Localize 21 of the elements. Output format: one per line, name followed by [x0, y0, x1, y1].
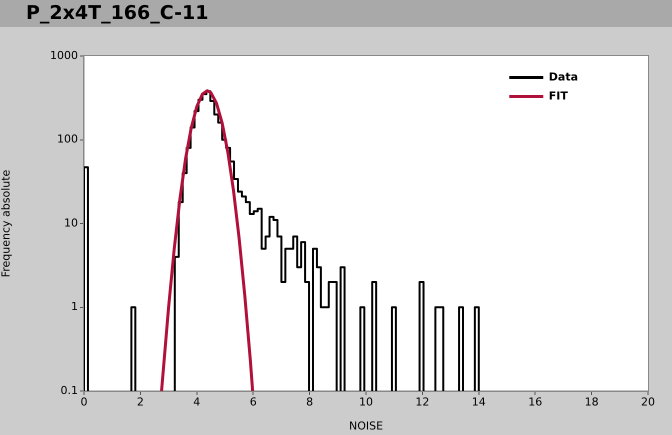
legend-label: Data [548, 70, 578, 84]
y-tick-label: 10 [64, 216, 78, 230]
x-tick-label: 12 [415, 395, 430, 408]
x-tick-label: 16 [528, 395, 542, 408]
x-axis-title: NOISE [348, 419, 384, 432]
x-tick-label: 10 [359, 395, 373, 408]
x-tick-label: 14 [472, 395, 486, 408]
chart-title: P_2x4T_166_C-11 [26, 2, 208, 24]
y-tick-label: 100 [57, 132, 78, 146]
x-tick-label: 0 [80, 395, 88, 408]
x-tick-label: 20 [641, 395, 655, 408]
y-axis-title: Frequency absolute [0, 169, 12, 278]
x-tick-label: 4 [193, 395, 200, 408]
legend-label: FIT [548, 89, 568, 102]
y-tick-label: 1 [71, 300, 78, 314]
x-tick-label: 18 [584, 395, 599, 408]
y-tick-label: 0.1 [60, 384, 78, 397]
y-tick-label: 1000 [50, 48, 78, 62]
x-tick-label: 2 [136, 395, 144, 408]
x-tick-label: 8 [306, 395, 314, 408]
x-tick-label: 6 [250, 395, 257, 408]
